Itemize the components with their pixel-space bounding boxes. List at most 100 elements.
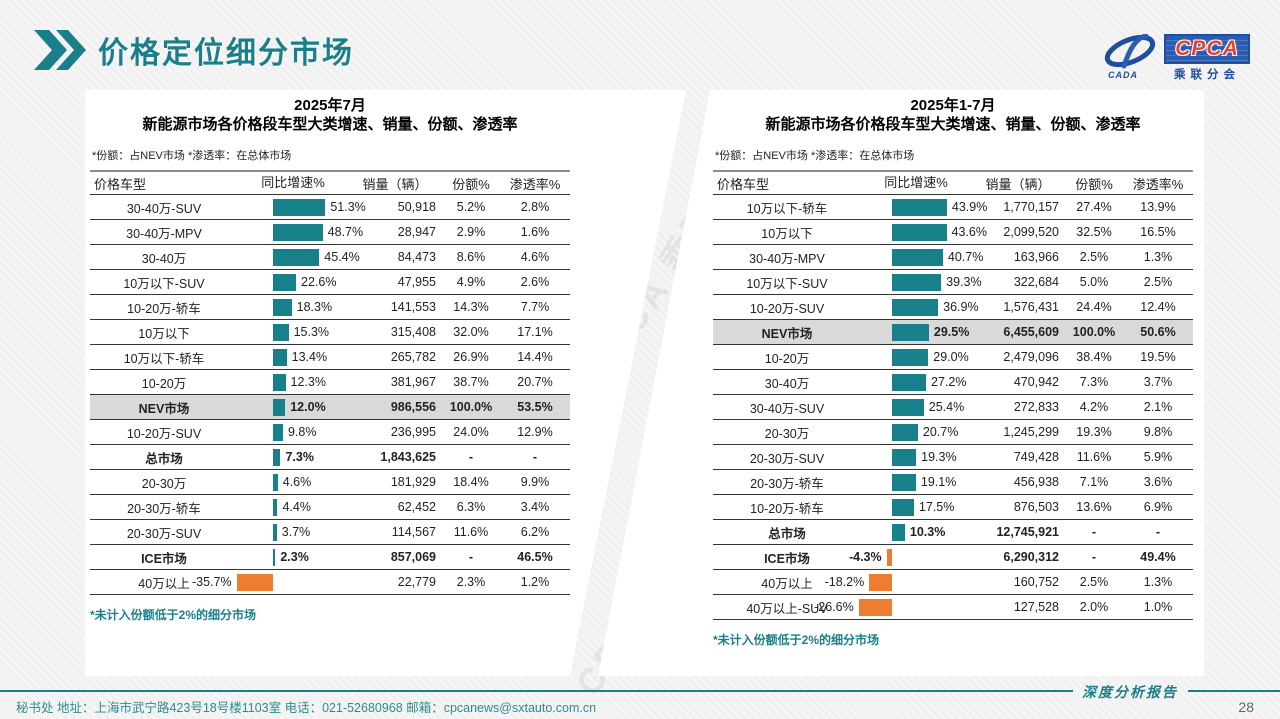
share-value: 32.5%	[1076, 225, 1112, 239]
penetration-value: 7.7%	[520, 300, 550, 314]
column-header-share: 份额%	[452, 176, 490, 192]
sales-value: 315,408	[390, 325, 436, 339]
penetration-value: 20.7%	[517, 375, 553, 389]
table-header-row: 价格车型 同比增速% 销量（辆） 份额% 渗透率%	[713, 170, 1193, 195]
table-body: 10万以下-轿车 43.9% 1,770,157 27.4% 13.9% 10万以下 43.…	[713, 195, 1193, 620]
cpca-logo: CADA CPCA 乘联分会	[1100, 33, 1250, 82]
penetration-value: 2.5%	[1143, 275, 1173, 289]
growth-value: 40.7%	[947, 250, 984, 264]
growth-value: 51.3%	[330, 200, 366, 214]
row-label: 10万以下-轿车	[746, 201, 828, 216]
sales-value: 272,833	[1013, 400, 1059, 414]
sales-value: 50,918	[397, 200, 436, 214]
positive-growth-bar	[273, 274, 297, 291]
column-header-penetration: 渗透率%	[509, 176, 561, 192]
sales-value: 749,428	[1013, 450, 1059, 464]
growth-value: 2.3%	[280, 550, 309, 564]
row-label: 10-20万-轿车	[127, 301, 201, 316]
row-label: 40万以上	[761, 576, 813, 591]
share-value: -	[468, 450, 474, 464]
share-value: 6.3%	[456, 500, 486, 514]
penetration-value: 9.9%	[520, 475, 550, 489]
positive-growth-bar	[892, 424, 918, 441]
table-row: 10万以下-SUV 22.6% 47,955 4.9% 2.6%	[90, 270, 570, 295]
footer-address: 秘书处 地址：上海市武宁路423号18号楼1103室 电话：021-526809…	[16, 701, 597, 715]
positive-growth-bar	[892, 399, 924, 416]
share-value: 4.9%	[456, 275, 486, 289]
penetration-value: 16.5%	[1140, 225, 1176, 239]
table-row: NEV市场 12.0% 986,556 100.0% 53.5%	[90, 395, 570, 420]
penetration-value: 2.8%	[520, 200, 550, 214]
sales-value: 1,245,299	[1003, 425, 1059, 439]
penetration-value: 53.5%	[517, 400, 553, 414]
positive-growth-bar	[273, 374, 286, 391]
row-label: 40万以上-SUV	[746, 601, 828, 616]
table-row: NEV市场 29.5% 6,455,609 100.0% 50.6%	[713, 320, 1193, 345]
sales-value: 322,684	[1013, 275, 1059, 289]
sales-value: 456,938	[1013, 475, 1059, 489]
sales-value: 986,556	[390, 400, 436, 414]
row-label: 20-30万-SUV	[126, 526, 202, 541]
share-value: 24.0%	[453, 425, 489, 439]
growth-bar-cell: 43.6%	[861, 220, 987, 244]
sales-value: 47,955	[397, 275, 436, 289]
row-label: 10-20万-SUV	[126, 426, 202, 441]
growth-value: 12.0%	[290, 400, 326, 414]
growth-bar-cell: 36.9%	[861, 295, 979, 319]
growth-value: 19.3%	[921, 450, 957, 464]
growth-value: 43.9%	[951, 200, 988, 214]
share-value: 19.3%	[1076, 425, 1112, 439]
sales-value: 2,479,096	[1003, 350, 1059, 364]
row-label: 总市场	[145, 451, 183, 466]
growth-bar-cell: 43.9%	[861, 195, 987, 219]
share-value: 11.6%	[1076, 450, 1112, 464]
panel-footnote: *未计入份额低于2%的细分市场	[90, 608, 257, 622]
row-label: NEV市场	[761, 326, 813, 341]
share-value: 38.4%	[1076, 350, 1112, 364]
sales-value: 1,770,157	[1003, 200, 1059, 214]
growth-value: 22.6%	[301, 275, 337, 289]
sales-value: 114,567	[391, 525, 436, 539]
penetration-value: 3.4%	[520, 500, 550, 514]
penetration-value: 13.9%	[1140, 200, 1176, 214]
growth-bar-cell: 12.0%	[238, 395, 348, 419]
growth-bar-cell: 7.3%	[238, 445, 348, 469]
growth-bar-cell: -26.6%	[814, 595, 971, 619]
growth-bar-cell: 20.7%	[861, 420, 971, 444]
table-row: 10-20万 12.3% 381,967 38.7% 20.7%	[90, 370, 570, 395]
table-row: 30-40万-SUV 51.3% 50,918 5.2% 2.8%	[90, 195, 570, 220]
row-label: 总市场	[768, 526, 806, 541]
cpca-logo-box: CPCA 乘联分会	[1164, 34, 1250, 82]
sales-value: 181,929	[390, 475, 436, 489]
table-row: 10万以下-轿车 43.9% 1,770,157 27.4% 13.9%	[713, 195, 1193, 220]
sales-value: 163,966	[1013, 250, 1059, 264]
growth-value: 25.4%	[928, 400, 965, 414]
growth-bar-cell: 4.4%	[238, 495, 348, 519]
footer-rule	[0, 690, 1073, 692]
page-header: 价格定位细分市场	[34, 28, 354, 72]
monthly-table-panel: 2025年7月 新能源市场各价格段车型大类增速、销量、份额、渗透率 *份额：占N…	[90, 96, 570, 623]
table-row: 10万以下-轿车 13.4% 265,782 26.9% 14.4%	[90, 345, 570, 370]
row-label: 20-30万-轿车	[750, 476, 824, 491]
column-header-share: 份额%	[1075, 176, 1113, 192]
positive-growth-bar	[273, 399, 286, 416]
row-label: 10-20万-SUV	[749, 301, 825, 316]
share-value: 7.3%	[1079, 375, 1109, 389]
sales-value: 1,843,625	[380, 450, 436, 464]
growth-value: 7.3%	[285, 450, 314, 464]
sales-value: 84,473	[397, 250, 436, 264]
table-row: 30-40万-SUV 25.4% 272,833 4.2% 2.1%	[713, 395, 1193, 420]
growth-value: 36.9%	[943, 300, 979, 314]
penetration-value: 19.5%	[1140, 350, 1176, 364]
table-row: 10万以下 43.6% 2,099,520 32.5% 16.5%	[713, 220, 1193, 245]
positive-growth-bar	[273, 474, 278, 491]
column-header-sales: 销量（辆）	[985, 176, 1051, 192]
row-label: NEV市场	[138, 401, 190, 416]
growth-value: 18.3%	[296, 300, 333, 314]
negative-growth-bar	[869, 574, 892, 591]
share-value: 7.1%	[1079, 475, 1109, 489]
penetration-value: 1.6%	[520, 225, 550, 239]
share-value: 18.4%	[453, 475, 489, 489]
row-label: ICE市场	[764, 551, 810, 566]
positive-growth-bar	[892, 374, 926, 391]
